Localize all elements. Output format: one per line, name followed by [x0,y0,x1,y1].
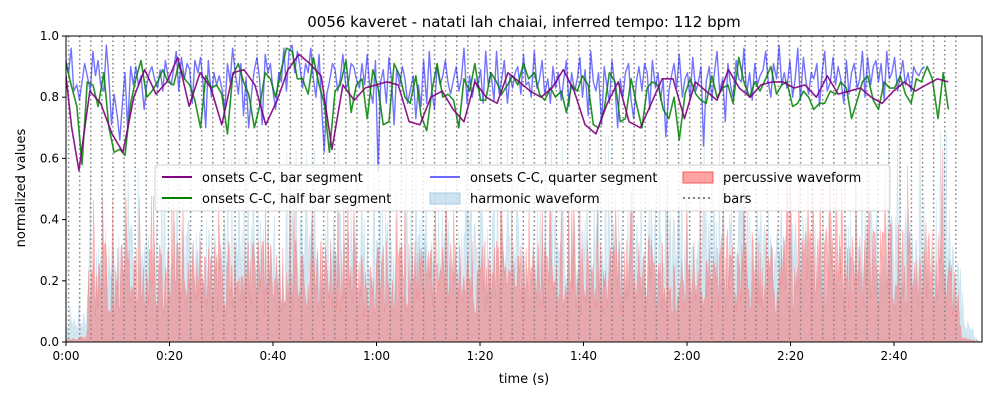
legend-label: bars [723,192,752,207]
x-tick-label: 2:00 [674,349,701,363]
legend-swatch [682,171,714,184]
y-tick-label: 0.6 [40,151,59,165]
legend-label: harmonic waveform [470,192,600,207]
x-tick-label: 0:40 [260,349,287,363]
x-tick-label: 0:20 [156,349,183,363]
legend: onsets C-C, bar segment onsets C-C, half … [154,164,891,212]
legend-entry: harmonic waveform [429,192,600,207]
x-tick-label: 0:00 [53,349,80,363]
legend-entry: onsets C-C, bar segment [162,171,363,186]
legend-label: percussive waveform [723,171,861,186]
series-line-bar-segment [66,53,949,172]
y-tick-label: 0.8 [40,90,59,104]
legend-label: onsets C-C, bar segment [202,171,363,186]
x-tick-label: 1:20 [467,349,494,363]
legend-entry: percussive waveform [682,171,861,186]
x-axis-label: time (s) [499,372,549,387]
y-tick-label: 1.0 [40,29,59,43]
plot-frame [65,35,983,343]
series-layer [66,44,950,172]
x-axis: 0:00 0:20 0:40 1:00 1:20 1:40 2:00 2:20 2:40 [53,342,908,363]
y-tick-label: 0.4 [40,213,59,227]
y-axis-label: normalized values [14,128,29,247]
y-axis: 0.0 0.2 0.4 0.6 0.8 1.0 [40,29,66,349]
x-tick-label: 1:40 [570,349,597,363]
legend-entry: onsets C-C, quarter segment [430,171,657,186]
legend-swatch [429,192,461,205]
legend-label: onsets C-C, quarter segment [470,171,657,186]
series-line-half-bar-segment [66,47,950,166]
chart-title: 0056 kaveret - natati lah chaiai, inferr… [307,13,741,31]
waveform-harmonic [66,129,982,342]
x-tick-label: 2:20 [777,349,804,363]
legend-entry: onsets C-C, half bar segment [162,192,391,207]
y-tick-label: 0.2 [40,274,59,288]
legend-label: onsets C-C, half bar segment [202,192,391,207]
y-tick-label: 0.0 [40,335,59,349]
legend-entry: bars [683,192,752,207]
x-tick-label: 1:00 [363,349,390,363]
x-tick-label: 2:40 [881,349,908,363]
series-line-quarter-segment [66,44,926,172]
